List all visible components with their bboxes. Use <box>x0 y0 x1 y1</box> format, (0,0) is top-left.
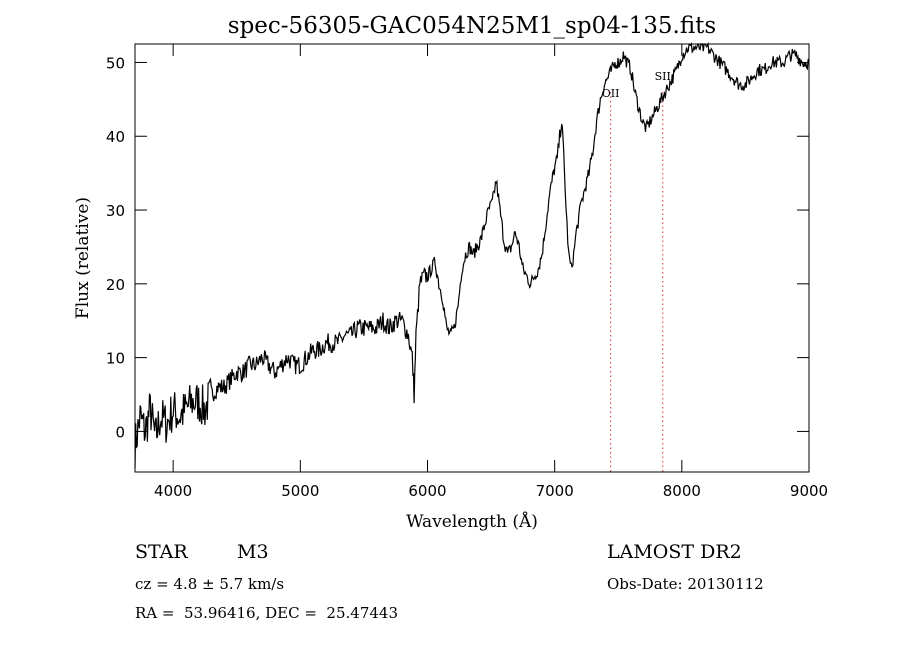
survey-name: LAMOST DR2 <box>607 541 742 563</box>
y-axis-label: Flux (relative) <box>73 197 93 319</box>
y-tick-label: 20 <box>106 276 125 294</box>
line-marker-label: OII <box>602 87 620 100</box>
coordinates: RA = 53.96416, DEC = 25.47443 <box>135 604 399 622</box>
x-tick-label: 7000 <box>536 482 574 500</box>
y-tick-label: 50 <box>106 54 125 72</box>
x-tick-label: 9000 <box>790 482 828 500</box>
redshift-cz: cz = 4.8 ± 5.7 km/s <box>135 575 285 593</box>
x-tick-label: 6000 <box>408 482 446 500</box>
y-tick-label: 0 <box>115 423 125 441</box>
chart-title: spec-56305-GAC054N25M1_sp04-135.fits <box>228 13 716 39</box>
y-tick-label: 30 <box>106 202 125 220</box>
y-tick-label: 10 <box>106 350 125 368</box>
plot-frame <box>134 43 810 473</box>
line-markers: OII SII <box>602 70 671 472</box>
object-class: STAR <box>135 541 188 563</box>
observation-date: Obs-Date: 20130112 <box>607 575 764 593</box>
y-ticks: 0 10 20 30 40 50 <box>106 54 809 441</box>
x-ticks: 4000 5000 6000 7000 8000 9000 <box>154 44 828 500</box>
x-tick-label: 4000 <box>154 482 192 500</box>
x-tick-label: 5000 <box>281 482 319 500</box>
object-subclass: M3 <box>237 541 269 563</box>
y-tick-label: 40 <box>106 128 125 146</box>
spectrum-line <box>134 41 810 469</box>
x-tick-label: 8000 <box>663 482 701 500</box>
line-marker-label: SII <box>655 70 671 83</box>
x-axis-label: Wavelength (Å) <box>406 511 538 532</box>
